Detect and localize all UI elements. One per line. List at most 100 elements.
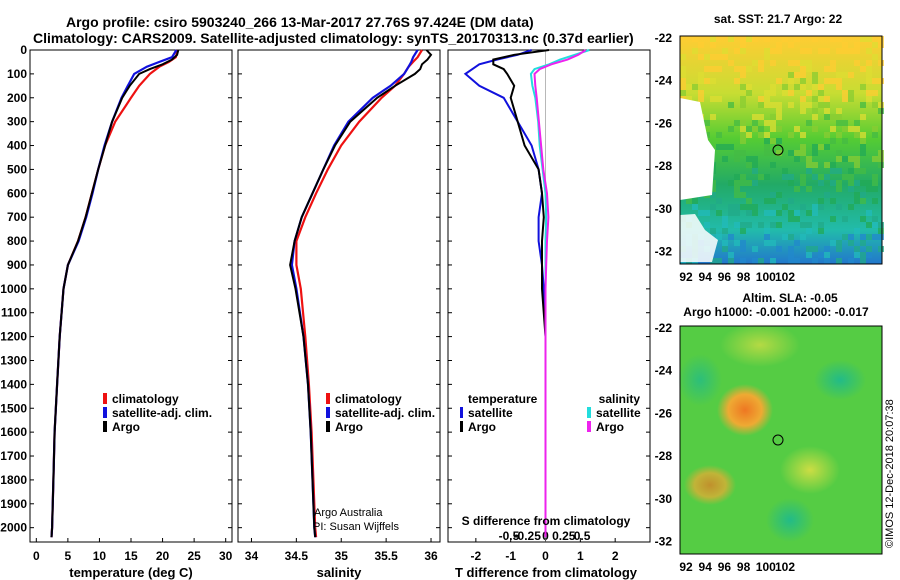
- sst-pixel: [836, 120, 842, 126]
- series-line-satellite-adj-clim-: [290, 49, 419, 538]
- sst-pixel: [794, 258, 800, 264]
- sst-pixel: [824, 192, 830, 198]
- sst-pixel: [836, 36, 842, 42]
- x-tick-label: 36: [424, 549, 438, 563]
- sst-pixel: [866, 186, 872, 192]
- sst-pixel: [860, 66, 866, 72]
- sst-pixel: [746, 210, 752, 216]
- sst-pixel: [740, 42, 746, 48]
- sst-pixel: [740, 150, 746, 156]
- sst-pixel: [842, 234, 848, 240]
- sst-pixel: [854, 42, 860, 48]
- sst-pixel: [866, 252, 872, 258]
- sla-map-title1: Altim. SLA: -0.05: [742, 291, 838, 305]
- sst-pixel: [710, 204, 716, 210]
- temperature-panel: 0 5 10 15 20 25 30: [29, 49, 233, 563]
- sst-pixel: [800, 72, 806, 78]
- sst-pixel: [710, 36, 716, 42]
- sst-pixel: [734, 150, 740, 156]
- sst-pixel: [854, 48, 860, 54]
- annotation-argo-australia: Argo Australia: [314, 507, 383, 519]
- sst-pixel: [860, 168, 866, 174]
- sst-pixel: [830, 168, 836, 174]
- depth-tick-label: 1600: [0, 425, 27, 439]
- diff-line-salinity-argo: [533, 49, 587, 538]
- sst-pixel: [854, 180, 860, 186]
- sst-pixel: [794, 72, 800, 78]
- sst-pixel: [740, 120, 746, 126]
- legend-salinity-title: salinity: [599, 392, 641, 406]
- sst-pixel: [764, 240, 770, 246]
- sst-pixel: [680, 78, 686, 84]
- sst-pixel: [734, 180, 740, 186]
- sst-pixel: [794, 210, 800, 216]
- sst-pixel: [782, 168, 788, 174]
- sst-pixel: [686, 198, 692, 204]
- sst-pixel: [710, 228, 716, 234]
- sst-pixel: [830, 138, 836, 144]
- sst-pixel: [848, 96, 854, 102]
- depth-tick-label: 100: [7, 67, 27, 81]
- sst-pixel: [764, 174, 770, 180]
- sst-pixel: [728, 36, 734, 42]
- sst-pixel: [854, 60, 860, 66]
- sst-pixel: [788, 174, 794, 180]
- sst-pixel: [776, 246, 782, 252]
- sst-pixel: [854, 198, 860, 204]
- sst-pixel: [752, 156, 758, 162]
- x-tick-label: 30: [219, 549, 233, 563]
- sst-pixel: [824, 174, 830, 180]
- sst-pixel: [830, 126, 836, 132]
- sst-pixel: [878, 162, 884, 168]
- sst-pixel: [740, 258, 746, 264]
- sst-pixel: [836, 186, 842, 192]
- map-lon-label: 94: [699, 560, 713, 574]
- sst-pixel: [818, 180, 824, 186]
- sst-pixel: [698, 210, 704, 216]
- sst-pixel: [788, 180, 794, 186]
- s-tick-label: 0.5: [574, 529, 591, 543]
- sst-pixel: [860, 132, 866, 138]
- sst-pixel: [710, 114, 716, 120]
- sst-pixel: [752, 126, 758, 132]
- sst-pixel: [770, 48, 776, 54]
- salinity-xlabel: salinity: [317, 565, 363, 580]
- legend-satellite-swatch: [103, 407, 107, 418]
- sst-pixel: [830, 66, 836, 72]
- sst-pixel: [776, 42, 782, 48]
- sst-pixel: [716, 54, 722, 60]
- sla-argo-marker: [772, 434, 784, 446]
- sst-pixel: [764, 36, 770, 42]
- salinity-legend: climatology satellite-adj. clim. Argo: [326, 392, 435, 434]
- sst-pixel: [800, 48, 806, 54]
- sst-pixel: [710, 96, 716, 102]
- sst-pixel: [746, 180, 752, 186]
- sst-pixel: [746, 204, 752, 210]
- sst-pixel: [854, 228, 860, 234]
- sst-pixel: [854, 120, 860, 126]
- sst-pixel: [692, 36, 698, 42]
- sst-pixel: [704, 78, 710, 84]
- sst-pixel: [800, 234, 806, 240]
- depth-tick-label: 700: [7, 210, 27, 224]
- sla-axes: 92 94 96 98 100 102 -22 -24 -26 -28 -30 -32: [655, 321, 796, 574]
- sst-pixel: [710, 66, 716, 72]
- sst-pixel: [728, 234, 734, 240]
- sst-pixel: [734, 204, 740, 210]
- sst-pixel: [818, 228, 824, 234]
- map-lon-label: 100: [756, 270, 776, 284]
- sst-pixel: [848, 240, 854, 246]
- legend-climatology-swatch: [103, 393, 107, 404]
- sst-pixel: [722, 48, 728, 54]
- sst-pixel: [836, 156, 842, 162]
- sst-pixel: [740, 204, 746, 210]
- sst-pixel: [860, 234, 866, 240]
- sst-pixel: [710, 78, 716, 84]
- sst-pixel: [692, 204, 698, 210]
- sst-pixel: [848, 126, 854, 132]
- sst-pixel: [860, 192, 866, 198]
- sst-pixel: [812, 174, 818, 180]
- sst-pixel: [764, 132, 770, 138]
- sst-pixel: [728, 210, 734, 216]
- sst-pixel: [758, 126, 764, 132]
